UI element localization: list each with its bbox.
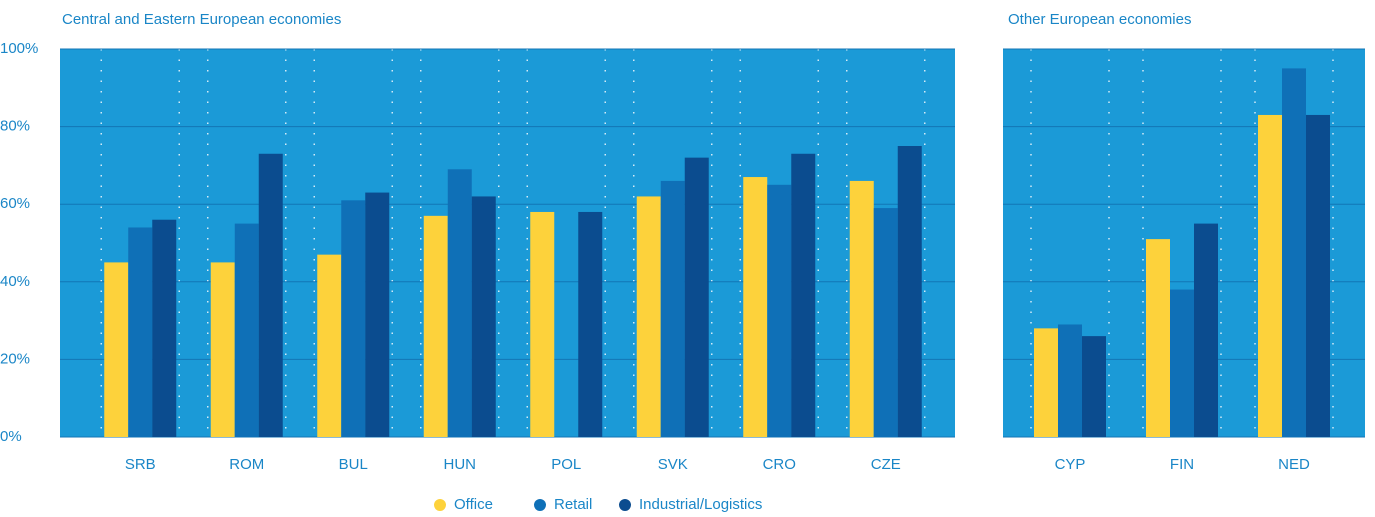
x-tick-label: ROM bbox=[229, 456, 264, 473]
bar bbox=[578, 211, 603, 437]
x-tick-label: POL bbox=[551, 456, 581, 473]
bar bbox=[365, 192, 390, 437]
bar bbox=[849, 180, 874, 438]
x-tick-label: SRB bbox=[125, 456, 156, 473]
x-tick-label: CYP bbox=[1055, 456, 1086, 473]
bar bbox=[897, 146, 922, 437]
legend-swatch bbox=[619, 499, 631, 511]
bar bbox=[258, 153, 283, 437]
bar bbox=[317, 254, 342, 437]
bar bbox=[1194, 223, 1218, 437]
bar bbox=[234, 223, 259, 437]
plot-area bbox=[60, 49, 955, 437]
bar bbox=[1282, 68, 1306, 438]
y-tick-label: 60% bbox=[0, 195, 30, 212]
y-tick-label: 20% bbox=[0, 350, 30, 367]
x-tick-label: HUN bbox=[444, 456, 477, 473]
legend-label: Industrial/Logistics bbox=[639, 496, 762, 513]
bar bbox=[471, 196, 496, 437]
y-tick-label: 0% bbox=[0, 428, 22, 445]
y-tick-label: 100% bbox=[0, 40, 38, 57]
bar bbox=[423, 215, 448, 437]
legend-swatch bbox=[534, 499, 546, 511]
bar bbox=[660, 180, 685, 438]
bar bbox=[1034, 328, 1058, 437]
bar bbox=[1258, 114, 1282, 438]
bar bbox=[128, 227, 153, 437]
x-tick-label: CZE bbox=[871, 456, 901, 473]
bar bbox=[1306, 114, 1330, 438]
bar bbox=[447, 169, 472, 437]
x-tick-label: SVK bbox=[658, 456, 688, 473]
bar bbox=[1082, 336, 1106, 437]
x-tick-label: NED bbox=[1278, 456, 1310, 473]
bar bbox=[684, 157, 709, 437]
x-tick-label: FIN bbox=[1170, 456, 1194, 473]
bar bbox=[1170, 289, 1194, 437]
bar bbox=[791, 153, 816, 437]
x-tick-label: CRO bbox=[763, 456, 796, 473]
bar bbox=[152, 219, 177, 437]
bar bbox=[636, 196, 661, 437]
y-tick-label: 80% bbox=[0, 118, 30, 135]
bar bbox=[1146, 239, 1170, 437]
legend-label: Retail bbox=[554, 496, 592, 513]
bar bbox=[767, 184, 792, 437]
legend-swatch bbox=[434, 499, 446, 511]
x-tick-label: BUL bbox=[339, 456, 368, 473]
bar bbox=[743, 177, 768, 438]
bar bbox=[210, 262, 235, 437]
bar bbox=[104, 262, 129, 437]
chart-title: Other European economies bbox=[1008, 11, 1191, 28]
chart-title: Central and Eastern European economies bbox=[62, 11, 341, 28]
bar bbox=[873, 208, 898, 437]
y-tick-label: 40% bbox=[0, 273, 30, 290]
bar bbox=[1058, 324, 1082, 437]
bar bbox=[530, 211, 555, 437]
legend-label: Office bbox=[454, 496, 493, 513]
bar bbox=[341, 200, 366, 437]
